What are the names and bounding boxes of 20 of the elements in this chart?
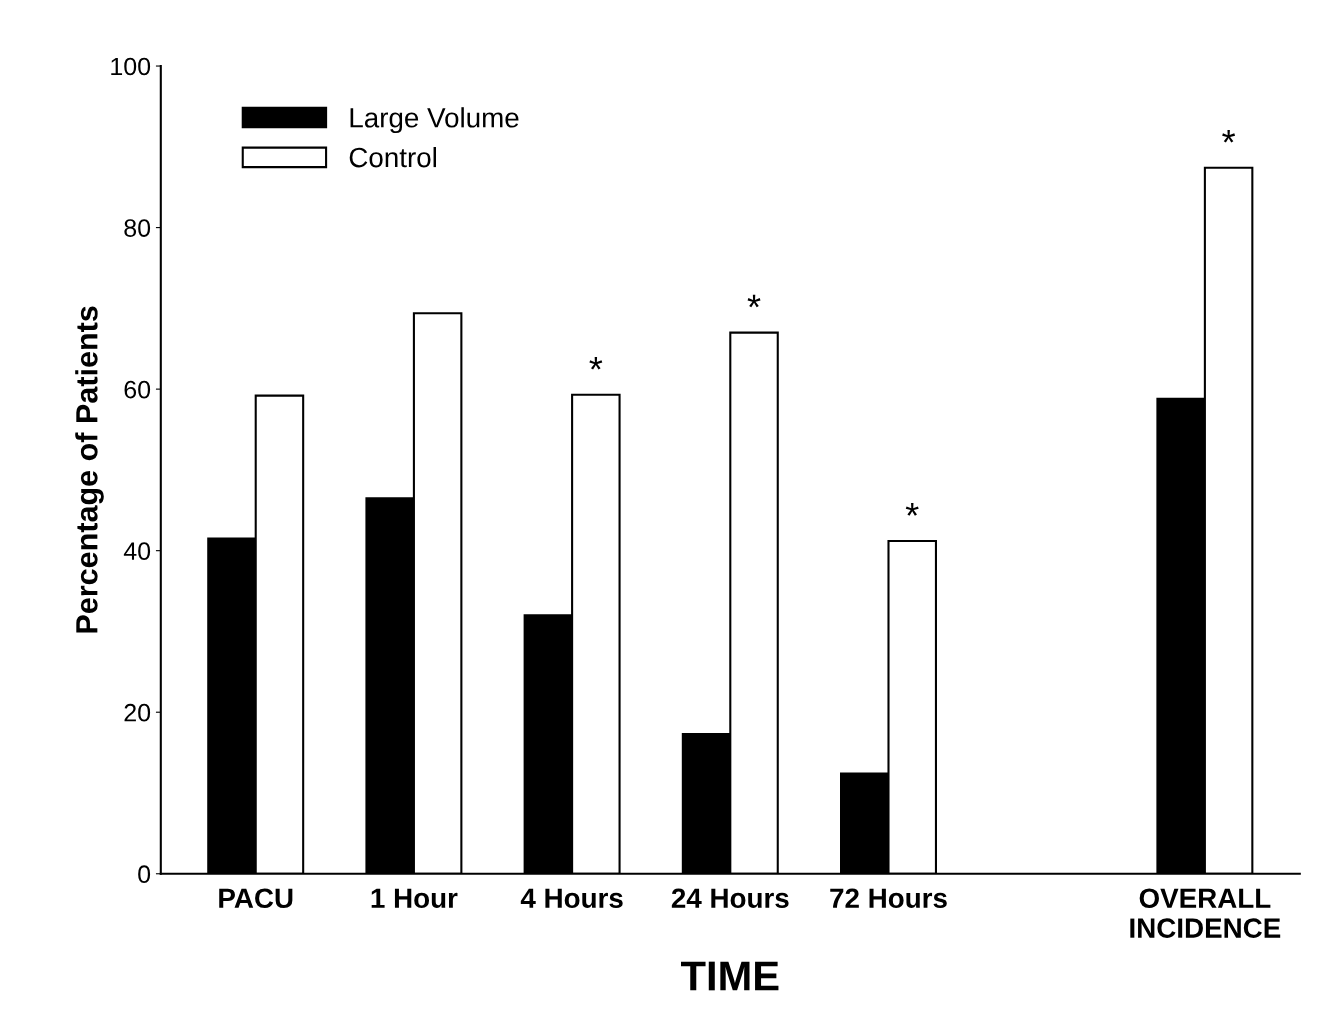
y-tick-label: 0	[138, 865, 151, 884]
x-tick-label: 24 Hours	[671, 888, 789, 909]
legend-label: Control	[349, 146, 436, 168]
y-tick-label: 80	[124, 219, 151, 237]
x-axis-title: TIME	[681, 961, 779, 991]
annotation: *	[1222, 129, 1236, 143]
y-tick-label: 100	[111, 57, 151, 76]
x-tick-label: 1 Hour	[371, 888, 458, 909]
y-tick-label: 40	[123, 542, 151, 560]
x-tick-label: PACU	[219, 888, 293, 909]
x-tick-label: 4 Hours	[520, 888, 623, 909]
annotation: *	[905, 503, 919, 516]
annotation: *	[747, 294, 761, 308]
y-tick-label: 20	[124, 703, 151, 722]
y-tick-label: 60	[124, 380, 151, 399]
legend-label: Large Volume	[350, 107, 519, 134]
y-axis-title: Percentage of Patients	[75, 306, 104, 633]
x-tick-label: 72 Hours	[830, 888, 947, 909]
annotation: *	[589, 356, 603, 370]
x-tick-label: OVERALL INCIDENCE	[1130, 888, 1281, 938]
